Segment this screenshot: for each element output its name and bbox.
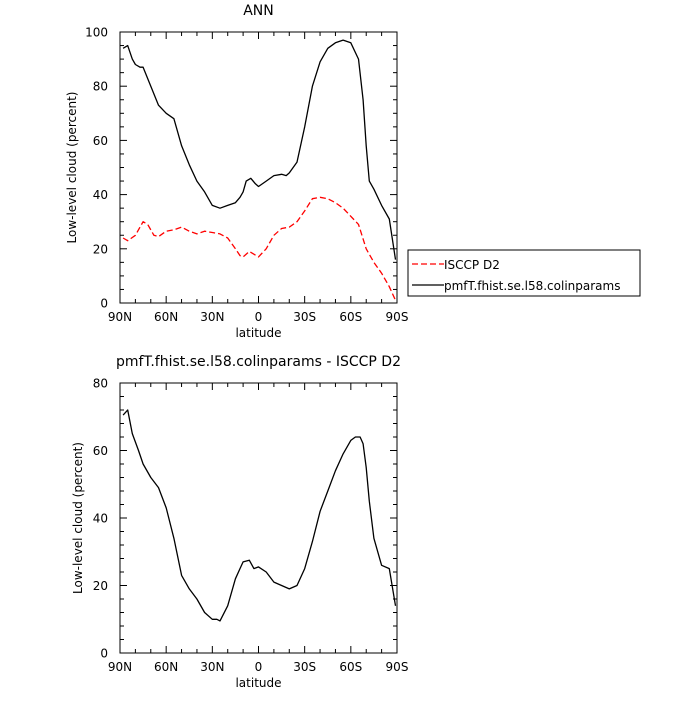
y-tick-label: 0 <box>100 647 108 661</box>
x-tick-label: 90N <box>108 310 132 324</box>
series-line <box>122 409 397 622</box>
x-tick-label: 30S <box>293 310 316 324</box>
x-tick-label: 90S <box>386 310 409 324</box>
chart-title: ANN <box>243 3 274 19</box>
x-tick-label: 30N <box>200 660 224 674</box>
x-tick-label: 60S <box>339 660 362 674</box>
x-tick-label: 0 <box>255 310 263 324</box>
x-axis-title: latitude <box>235 676 281 690</box>
series-line <box>122 196 397 301</box>
x-tick-label: 90S <box>386 660 409 674</box>
plot-frame <box>119 31 398 304</box>
x-tick-label: 60N <box>154 660 178 674</box>
plot-frame <box>119 382 398 654</box>
x-tick-label: 0 <box>255 660 263 674</box>
y-tick-label: 100 <box>85 26 108 40</box>
y-axis-title: Low-level cloud (percent) <box>65 92 79 244</box>
top-panel-ann: ANN 90N 60N 30N 0 30S 60S 90S 0 20 40 60 80 100 latitu… <box>65 3 641 340</box>
bottom-panel-difference: pmfT.fhist.se.l58.colinparams - ISCCP D2… <box>71 354 408 690</box>
x-tick-label: 30N <box>200 310 224 324</box>
y-tick-label: 20 <box>93 242 108 256</box>
y-tick-label: 40 <box>93 188 108 202</box>
legend-box <box>407 249 641 297</box>
y-tick-label: 80 <box>93 377 108 391</box>
legend-label: ISCCP D2 <box>444 258 500 272</box>
y-tick-label: 0 <box>100 297 108 311</box>
y-tick-label: 60 <box>93 444 108 458</box>
x-tick-label: 60N <box>154 310 178 324</box>
y-axis-title: Low-level cloud (percent) <box>71 442 85 594</box>
y-tick-label: 80 <box>93 80 108 94</box>
series-line <box>122 39 397 260</box>
x-tick-label: 30S <box>293 660 316 674</box>
x-tick-label: 90N <box>108 660 132 674</box>
x-axis-title: latitude <box>235 326 281 340</box>
y-tick-label: 60 <box>93 134 108 148</box>
legend-label: pmfT.fhist.se.l58.colinparams <box>444 279 620 293</box>
x-tick-label: 60S <box>339 310 362 324</box>
chart-title: pmfT.fhist.se.l58.colinparams - ISCCP D2 <box>116 354 401 370</box>
y-tick-label: 40 <box>93 512 108 526</box>
y-tick-label: 20 <box>93 579 108 593</box>
